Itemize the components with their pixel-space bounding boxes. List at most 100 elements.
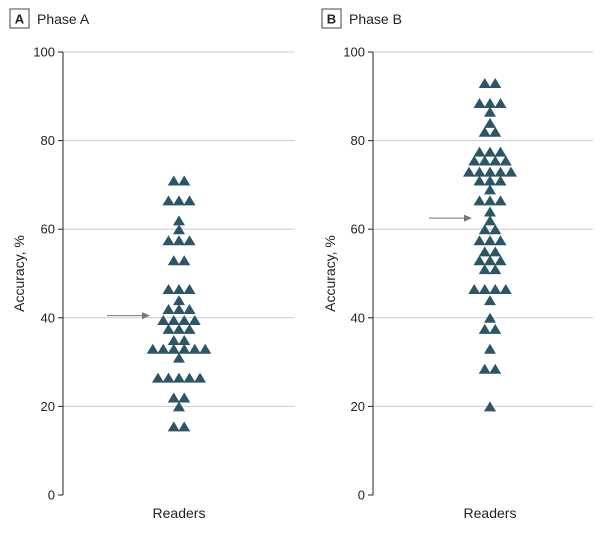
panel-a-data-point [188, 315, 201, 326]
panel-a-x-axis-label: Readers [153, 505, 206, 521]
panel-b-data-point [478, 363, 491, 374]
panel-b-data-point [484, 117, 496, 128]
panel-b-data-point [494, 195, 507, 206]
panel-a-y-axis-label: Accuracy, % [11, 235, 27, 312]
panel-a-data-point [178, 334, 191, 345]
panel-a-data-point [173, 295, 185, 306]
panel-a-data-point [162, 303, 175, 314]
panel-b-data-point [484, 97, 496, 108]
panel-b-data-point [489, 78, 502, 89]
panel-a-data-point [178, 315, 191, 326]
panel-b-data-point [505, 166, 517, 177]
panel-a-data-point [173, 303, 185, 314]
panel-b-data-point [468, 155, 481, 166]
panel-a-data-point [173, 323, 185, 334]
panel-b-data-point [473, 175, 486, 186]
panel-b-data-point [494, 97, 507, 108]
panel-a-data-point [157, 343, 170, 354]
panel-a-data-point [178, 255, 191, 266]
panel-b-data-point [484, 401, 496, 412]
panel-b-data-point [473, 235, 486, 246]
panel-a-data-point [183, 303, 196, 314]
panel-b-data-point [468, 284, 481, 295]
panel-b-data-point [494, 255, 507, 266]
panel-a-y-tick-label-20: 20 [41, 399, 55, 414]
panel-a-data-point [162, 323, 175, 334]
panel-b-y-tick-label-0: 0 [358, 488, 365, 503]
panel-b-data-point [484, 184, 496, 195]
panel-a-data-point [173, 372, 185, 383]
panel-a-data-point [178, 175, 191, 186]
panel-a-y-tick-label-40: 40 [41, 310, 55, 325]
panel-a-data-point [146, 343, 159, 354]
panel-a-data-point [178, 421, 191, 432]
panel-a-data-points [146, 175, 212, 432]
panel-b-data-point [478, 284, 491, 295]
panel-a-data-point [183, 372, 196, 383]
panel-a-y-axis-ticks: 0 20 40 60 80 100 [33, 45, 63, 503]
panel-b-data-point [478, 155, 491, 166]
panel-a-data-point [167, 343, 180, 354]
panel-b-data-point [478, 323, 491, 334]
panel-a-data-point [183, 323, 196, 334]
panel-b-data-point [478, 264, 491, 275]
panel-b-y-axis-label: Accuracy, % [322, 235, 338, 312]
panel-b-data-point [499, 284, 512, 295]
panel-a-data-point [199, 343, 212, 354]
panel-b-y-tick-label-80: 80 [351, 133, 365, 148]
panel-b-data-point [478, 78, 491, 89]
panel-b-data-point [484, 175, 496, 186]
panel-b-data-point [489, 264, 502, 275]
panel-b-data-point [489, 126, 502, 137]
panel-b-data-point [494, 146, 507, 157]
panel-a-data-point [173, 401, 185, 412]
panel-b-data-point [484, 295, 496, 306]
panel-a-data-point [183, 284, 196, 295]
panel-a-y-tick-label-0: 0 [48, 488, 55, 503]
panel-a-data-point [183, 195, 196, 206]
panel-a-data-point [194, 372, 206, 383]
panel-a: A Phase A 0 20 40 60 80 100 Accuracy, % Reade… [9, 8, 295, 521]
panel-b-data-point [489, 224, 502, 235]
panel-b-data-point [473, 255, 486, 266]
panel-b-data-point [484, 166, 496, 177]
panel-b-data-point [494, 235, 507, 246]
panel-b-data-point [484, 146, 496, 157]
panel-a-data-point [162, 284, 175, 295]
panel-a-arrow-head [142, 312, 150, 320]
panel-b-data-point [484, 106, 496, 117]
panel-b-data-point [484, 255, 496, 266]
panel-a-data-point [173, 215, 185, 226]
panel-a-letter-box [9, 8, 30, 29]
panel-a-data-point [167, 255, 180, 266]
panel-b: B Phase B 0 20 40 60 80 100 Accuracy, % Reade… [321, 8, 593, 521]
panel-a-letter: A [15, 12, 25, 27]
panel-a-data-point [162, 235, 175, 246]
panel-b-data-point [473, 166, 486, 177]
panel-b-data-point [484, 215, 496, 226]
panel-a-data-point [167, 392, 180, 403]
panel-a-data-point [173, 195, 185, 206]
panel-b-y-tick-label-100: 100 [343, 45, 365, 60]
panel-b-data-point [484, 235, 496, 246]
panel-b-data-point [489, 155, 502, 166]
panel-b-data-point [484, 312, 496, 323]
panel-a-data-point [173, 284, 185, 295]
panel-a-data-point [162, 372, 175, 383]
panel-b-data-point [494, 166, 507, 177]
panel-a-data-point [173, 352, 185, 363]
panel-b-data-point [489, 363, 502, 374]
panel-a-data-point [173, 235, 185, 246]
panel-a-data-point [183, 235, 196, 246]
panel-b-data-point [489, 246, 502, 257]
panel-b-data-point [463, 166, 475, 177]
panel-b-y-tick-label-60: 60 [351, 222, 365, 237]
panel-a-data-point [188, 343, 201, 354]
panel-a-data-point [157, 315, 170, 326]
panel-a-y-tick-label-80: 80 [41, 133, 55, 148]
panel-a-title: Phase A [37, 11, 90, 27]
panel-b-title: Phase B [349, 11, 402, 27]
panel-a-mean-arrow [107, 312, 150, 320]
